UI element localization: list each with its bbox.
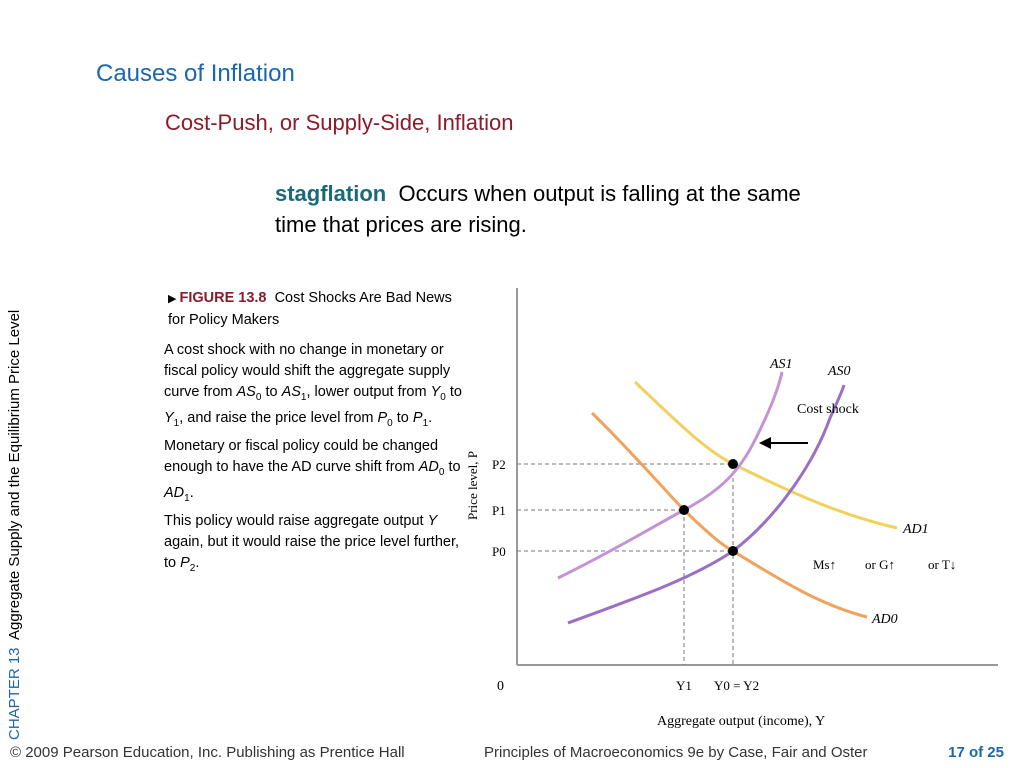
figure-caption: ▶ FIGURE 13.8 Cost Shocks Are Bad News fo…: [168, 288, 468, 331]
y-tick-p0: P0: [492, 544, 506, 559]
as-ad-diagram: Cost shock Price level, P Aggregate outp…: [465, 288, 998, 729]
as0-label: AS0: [827, 364, 851, 379]
as1-curve: [557, 371, 784, 580]
annotation-label: Cost shock: [797, 402, 859, 417]
slide-title: Causes of Inflation: [96, 60, 295, 87]
x-tick-y0-y2: Y0 = Y2: [714, 678, 759, 693]
copyright-text: © 2009 Pearson Education, Inc. Publishin…: [10, 744, 405, 761]
as1-label: AS1: [769, 357, 793, 372]
triangle-bullet-icon: ▶: [168, 293, 177, 305]
definition-term: stagflation: [275, 181, 387, 206]
arrowhead-icon: [759, 437, 771, 449]
figure-label: FIGURE 13.8: [179, 290, 267, 306]
definition-text: Occurs when output is falling at the sam…: [275, 181, 801, 237]
description-paragraph-1: A cost shock with no change in monetary …: [164, 342, 462, 429]
as0-curve: [567, 384, 846, 625]
figure-description: A cost shock with no change in monetary …: [164, 340, 464, 580]
y-tick-p2: P2: [492, 457, 506, 472]
description-paragraph-2: Monetary or fiscal policy could be chang…: [164, 437, 461, 504]
x-tick-y1: Y1: [676, 678, 692, 693]
figure-title: Cost Shocks Are Bad News for Policy Make…: [168, 290, 452, 328]
guide-lines: [517, 463, 734, 665]
book-title: Principles of Macroeconomics 9e by Case,…: [484, 744, 868, 761]
equilibrium-point-p1: [679, 505, 689, 515]
description-paragraph-3: This policy would raise aggregate output…: [164, 512, 459, 574]
x-axis-label: Aggregate output (income), Y: [657, 714, 825, 729]
policy-taxes-label: or T↓: [928, 557, 956, 572]
policy-spending-label: or G↑: [865, 557, 895, 572]
equilibrium-point-p0: [728, 546, 738, 556]
origin-label: 0: [497, 679, 504, 694]
ad0-label: AD0: [871, 612, 898, 627]
ad1-label: AD1: [902, 522, 929, 537]
y-tick-p1: P1: [492, 503, 506, 518]
policy-money-label: Ms↑: [813, 557, 836, 572]
definition-block: stagflation Occurs when output is fallin…: [275, 178, 835, 240]
chapter-sidebar: CHAPTER 13 Aggregate Supply and the Equi…: [6, 200, 23, 740]
chapter-number: CHAPTER 13: [6, 647, 23, 740]
y-axis-label: Price level, P: [465, 451, 480, 520]
equilibrium-point-p2: [728, 459, 738, 469]
ad0-curve: [590, 411, 868, 619]
footer: © 2009 Pearson Education, Inc. Publishin…: [0, 744, 1024, 768]
chapter-title: Aggregate Supply and the Equilibrium Pri…: [6, 309, 23, 640]
slide-subtitle: Cost-Push, or Supply-Side, Inflation: [165, 110, 514, 135]
page-number: 17 of 25: [948, 744, 1004, 761]
